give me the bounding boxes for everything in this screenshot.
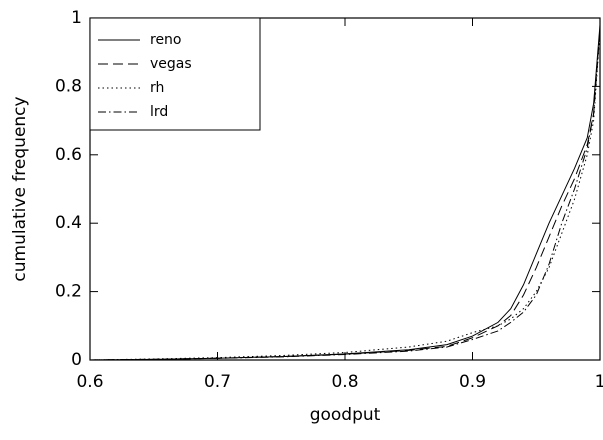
x-tick-label: 0.7 xyxy=(204,372,231,392)
legend-label: reno xyxy=(150,32,182,48)
legend-label: vegas xyxy=(150,56,192,72)
legend-label: rh xyxy=(150,80,164,96)
x-tick-label: 0.8 xyxy=(331,372,358,392)
series-line xyxy=(89,28,601,361)
x-tick-label: 0.9 xyxy=(459,372,486,392)
y-tick-label: 0.6 xyxy=(55,145,82,165)
y-tick-label: 0.8 xyxy=(55,76,82,96)
y-tick-label: 0.2 xyxy=(55,282,82,302)
x-axis-label: goodput xyxy=(310,405,381,425)
series-line xyxy=(89,28,601,361)
x-tick-label: 0.6 xyxy=(76,372,103,392)
legend-label: lrd xyxy=(150,104,168,120)
y-tick-label: 0 xyxy=(71,350,82,370)
legend-box xyxy=(89,17,261,131)
y-tick-label: 0.4 xyxy=(55,213,82,233)
x-tick-label: 1 xyxy=(595,372,603,392)
y-tick-label: 1 xyxy=(71,8,82,28)
series-line xyxy=(89,31,601,361)
y-axis-label: cumulative frequency xyxy=(10,96,30,281)
